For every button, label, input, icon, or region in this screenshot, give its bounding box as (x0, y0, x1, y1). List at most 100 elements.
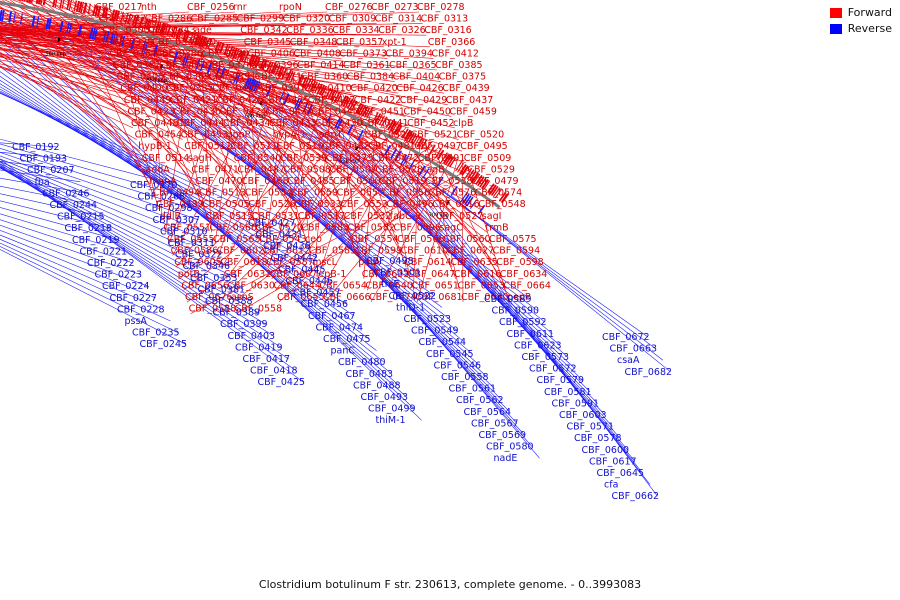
reverse-connector (0, 75, 355, 317)
forward-gene-label: CBF_0287 (99, 14, 147, 25)
reverse-gene-label: CBF_0488 (353, 380, 401, 391)
reverse-connector (0, 167, 267, 325)
reverse-connector (0, 143, 184, 197)
reverse-gene-label: CBF_0545 (426, 349, 474, 360)
forward-gene-label: CBF_0314 (375, 14, 423, 25)
forward-gene-label: CBF_0411 (255, 72, 303, 83)
reverse-gene-arrow (235, 73, 241, 85)
forward-connector-lines (0, 0, 510, 314)
forward-connector (0, 28, 275, 140)
reverse-gene-label: CBF_0268 (138, 192, 186, 203)
forward-gene-arrow (236, 49, 242, 61)
forward-gene-label: CBF_0410 (304, 83, 352, 94)
forward-gene-label: CBF_0342 (240, 25, 288, 36)
forward-connector (0, 17, 452, 117)
forward-gene-arrow (285, 69, 292, 81)
forward-gene-arrow (349, 99, 356, 110)
forward-connector (272, 61, 492, 245)
forward-gene-arrows (14, 0, 509, 204)
forward-gene-label: CBF_0644 (273, 280, 321, 291)
forward-gene-arrow (127, 13, 132, 25)
forward-gene-arrow (467, 169, 475, 180)
forward-connector (0, 24, 445, 94)
forward-connector (0, 36, 296, 59)
reverse-connector (0, 158, 214, 244)
forward-gene-label: pepP (507, 292, 531, 303)
forward-gene-arrow (344, 97, 351, 108)
forward-gene-arrow (120, 11, 124, 23)
reverse-gene-label: CBF_0589 (484, 294, 532, 305)
forward-gene-arrow (87, 3, 92, 15)
reverse-connector (0, 165, 282, 348)
forward-gene-label: CBF_0574 (475, 188, 523, 199)
reverse-gene-label: CBF_0222 (87, 258, 135, 269)
forward-gene-label: CBF_0513 (199, 188, 247, 199)
forward-connector (0, 51, 141, 152)
reverse-gene-arrow (252, 80, 259, 92)
forward-gene-label: CBF_0529 (467, 164, 515, 175)
forward-gene-arrow (225, 45, 231, 56)
reverse-connector (0, 39, 400, 386)
forward-gene-arrow (305, 78, 312, 90)
forward-gene-label: CBF_0300 (102, 25, 150, 36)
reverse-gene-label: CBF_0224 (102, 281, 150, 292)
reverse-connector (0, 161, 297, 371)
forward-connector (0, 23, 331, 31)
forward-gene-arrow (401, 128, 409, 139)
forward-gene-label: CBF_0451 (357, 106, 405, 117)
reverse-connector (0, 92, 302, 235)
reverse-gene-label: CBF_0578 (574, 433, 622, 444)
forward-gene-label: CBF_0654 (319, 280, 367, 291)
forward-gene-label: CBF_0409 (212, 83, 260, 94)
reverse-connector (0, 142, 59, 148)
forward-gene-label: sagB (421, 164, 444, 175)
forward-gene-label: potA (358, 257, 381, 268)
forward-gene-arrow (351, 100, 358, 112)
reverse-gene-label: CBF_0419 (235, 342, 283, 353)
forward-gene-label: CBF_0452 (407, 118, 455, 129)
reverse-gene-label: CBF_0399 (220, 319, 268, 330)
forward-gene-arrow (115, 10, 120, 22)
forward-connector (0, 13, 325, 152)
forward-connector (367, 133, 416, 291)
reverse-gene-arrow (91, 28, 96, 40)
forward-gene-arrow (279, 66, 285, 78)
forward-gene-arrow (340, 95, 348, 106)
reverse-gene-arrow (19, 13, 23, 25)
reverse-gene-label: CBF_0425 (258, 377, 306, 388)
forward-gene-arrow (113, 9, 118, 22)
forward-gene-label: CBF_0614 (404, 257, 452, 268)
forward-gene-arrow (361, 106, 369, 117)
reverse-connector (0, 92, 295, 224)
forward-gene-arrow (159, 22, 165, 35)
forward-connector (0, 8, 371, 152)
forward-gene-label: CBF_0482 (322, 141, 370, 152)
forward-gene-label: CBF_0365 (389, 60, 437, 71)
forward-gene-arrow (265, 61, 272, 72)
forward-gene-label: CBF_0485 (287, 176, 335, 187)
reverse-gene-label: CBF_0235 (132, 328, 180, 339)
forward-gene-label: CBF_0512 (184, 141, 232, 152)
reverse-gene-arrow (278, 91, 285, 103)
reverse-gene-label: CBF_0549 (411, 326, 459, 337)
reverse-gene-arrow (143, 42, 148, 54)
forward-gene-label: CBF_0532 (344, 211, 392, 222)
forward-gene-label: CBF_0273 (371, 2, 419, 13)
forward-connector (0, 7, 459, 140)
forward-gene-arrow (196, 34, 202, 46)
reverse-gene-arrow (250, 79, 257, 91)
reverse-gene-arrow (469, 199, 477, 209)
reverse-gene-arrow (109, 32, 115, 44)
forward-connector (0, 55, 169, 94)
forward-gene-arrow (366, 108, 373, 119)
reverse-connector (451, 195, 671, 373)
forward-gene-label: CBF_0408 (293, 48, 341, 59)
forward-gene-label: CBF_0426 (396, 83, 444, 94)
forward-gene-label: CBF_0334 (332, 25, 380, 36)
reverse-connector (9, 22, 422, 421)
forward-gene-label: CBF_0534 (245, 188, 293, 199)
reverse-gene-arrow (334, 117, 341, 129)
forward-connector (0, 60, 137, 140)
forward-gene-label: CBF_0511 (230, 141, 278, 152)
